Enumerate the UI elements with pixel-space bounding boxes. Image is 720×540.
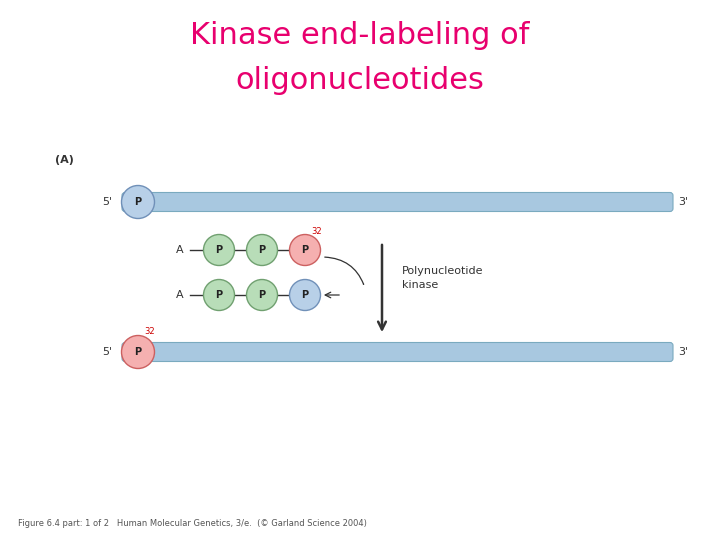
Text: 3': 3' (678, 347, 688, 357)
Circle shape (289, 234, 320, 266)
Text: 32: 32 (312, 226, 323, 235)
Text: P: P (135, 197, 142, 207)
Text: P: P (135, 347, 142, 357)
Circle shape (204, 280, 235, 310)
Text: P: P (258, 290, 266, 300)
FancyArrowPatch shape (325, 257, 364, 284)
Text: (A): (A) (55, 155, 74, 165)
Text: A: A (176, 245, 184, 255)
Text: 3': 3' (678, 197, 688, 207)
Text: Polynucleotide
kinase: Polynucleotide kinase (402, 266, 484, 290)
Text: P: P (215, 290, 222, 300)
FancyBboxPatch shape (122, 342, 673, 361)
Text: Kinase end-labeling of: Kinase end-labeling of (190, 21, 530, 50)
Text: P: P (302, 290, 309, 300)
Text: 5': 5' (102, 197, 112, 207)
Text: 5': 5' (102, 347, 112, 357)
FancyBboxPatch shape (122, 192, 673, 212)
Text: 32: 32 (145, 327, 156, 335)
Text: P: P (302, 245, 309, 255)
Text: Figure 6.4 part: 1 of 2   Human Molecular Genetics, 3/e.  (© Garland Science 200: Figure 6.4 part: 1 of 2 Human Molecular … (18, 519, 367, 528)
Text: A: A (176, 290, 184, 300)
Circle shape (122, 335, 155, 368)
Circle shape (246, 280, 277, 310)
Circle shape (204, 234, 235, 266)
Circle shape (246, 234, 277, 266)
Text: oligonucleotides: oligonucleotides (235, 65, 485, 94)
Text: P: P (215, 245, 222, 255)
Circle shape (289, 280, 320, 310)
Circle shape (122, 186, 155, 219)
Text: P: P (258, 245, 266, 255)
